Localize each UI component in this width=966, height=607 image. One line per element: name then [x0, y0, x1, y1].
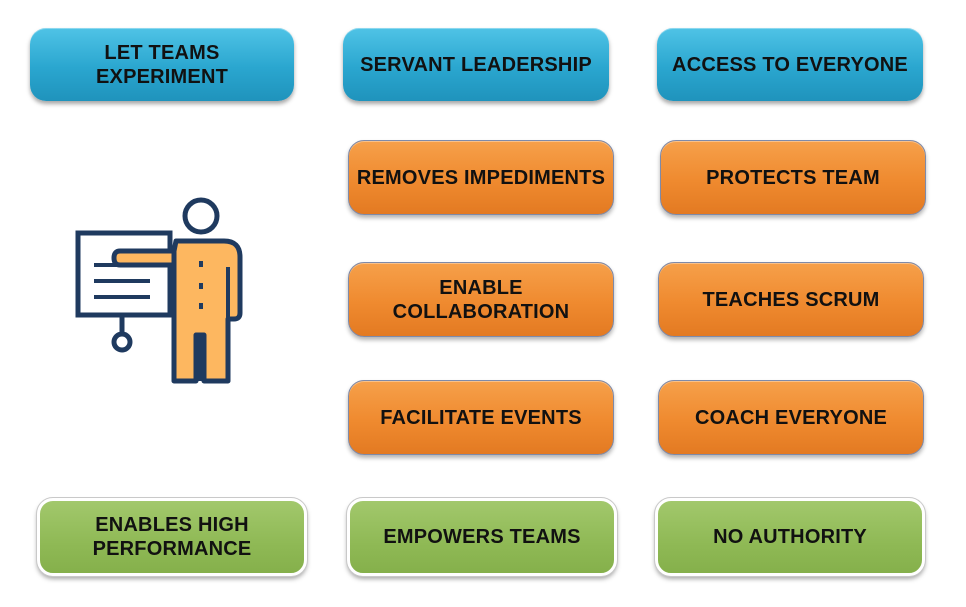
box-teaches-scrum: TEACHES SCRUM — [658, 262, 924, 337]
box-label: COACH EVERYONE — [694, 406, 888, 429]
figure-head — [182, 197, 220, 235]
box-protects-team: PROTECTS TEAM — [660, 140, 926, 215]
figure-body — [171, 238, 243, 384]
figure-arm — [111, 248, 181, 268]
presenter-at-board-icon — [75, 197, 243, 384]
box-label: FACILITATE EVENTS — [380, 406, 582, 429]
box-label: PROTECTS TEAM — [706, 166, 880, 189]
box-access-to-everyone: ACCESS TO EVERYONE — [657, 28, 923, 101]
box-let-teams-experiment: LET TEAMS EXPERIMENT — [30, 28, 294, 101]
box-empowers-teams: EMPOWERS TEAMS — [346, 497, 618, 577]
box-label: ENABLES HIGH PERFORMANCE — [92, 514, 252, 560]
box-removes-impediments: REMOVES IMPEDIMENTS — [348, 140, 614, 215]
box-label: ENABLE COLLABORATION — [392, 276, 570, 323]
box-enables-high-performance: ENABLES HIGH PERFORMANCE — [36, 497, 308, 577]
box-coach-everyone: COACH EVERYONE — [658, 380, 924, 455]
box-label: ACCESS TO EVERYONE — [672, 53, 908, 76]
box-label: REMOVES IMPEDIMENTS — [356, 166, 606, 189]
box-label: EMPOWERS TEAMS — [383, 526, 581, 548]
box-no-authority: NO AUTHORITY — [654, 497, 926, 577]
box-label: LET TEAMS EXPERIMENT — [95, 41, 229, 88]
board-shape — [75, 230, 173, 318]
box-label: TEACHES SCRUM — [702, 288, 880, 311]
box-label: NO AUTHORITY — [713, 526, 867, 548]
box-servant-leadership: SERVANT LEADERSHIP — [343, 28, 609, 101]
box-enable-collaboration: ENABLE COLLABORATION — [348, 262, 614, 337]
box-label: SERVANT LEADERSHIP — [360, 53, 592, 76]
box-facilitate-events: FACILITATE EVENTS — [348, 380, 614, 455]
